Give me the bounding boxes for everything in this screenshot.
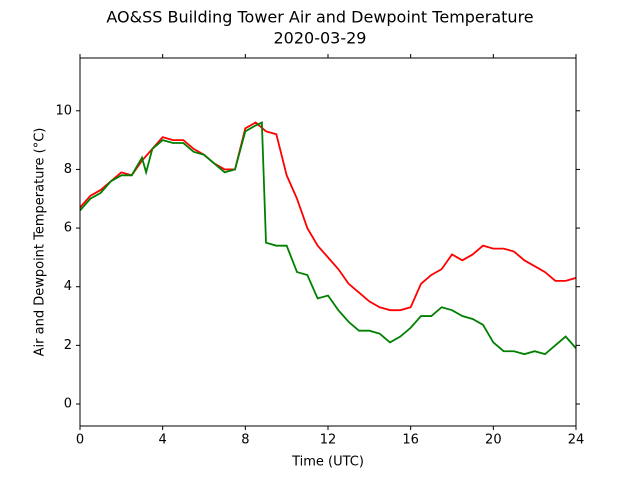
x-axis-label: Time (UTC): [291, 455, 364, 470]
plot-frame: [79, 57, 577, 427]
y-tick-label: 6: [64, 221, 72, 236]
y-tick-label: 0: [64, 397, 72, 412]
x-tick-label: 24: [568, 433, 585, 448]
x-tick-label: 16: [402, 433, 419, 448]
y-tick-label: 4: [64, 279, 72, 294]
x-tick-label: 12: [320, 433, 337, 448]
chart-subtitle: 2020-03-29: [274, 29, 367, 48]
y-tick-label: 2: [64, 338, 72, 353]
x-tick-label: 4: [159, 433, 167, 448]
y-tick-label: 10: [55, 103, 72, 118]
chart-title: AO&SS Building Tower Air and Dewpoint Te…: [106, 8, 533, 27]
x-tick-label: 8: [241, 433, 249, 448]
y-axis-label: Air and Dewpoint Temperature (°C): [33, 128, 48, 357]
series-line: [80, 121, 576, 312]
x-tick-label: 20: [485, 433, 502, 448]
x-tick-label: 0: [76, 433, 84, 448]
y-tick-label: 8: [64, 162, 72, 177]
series-line: [80, 121, 576, 356]
